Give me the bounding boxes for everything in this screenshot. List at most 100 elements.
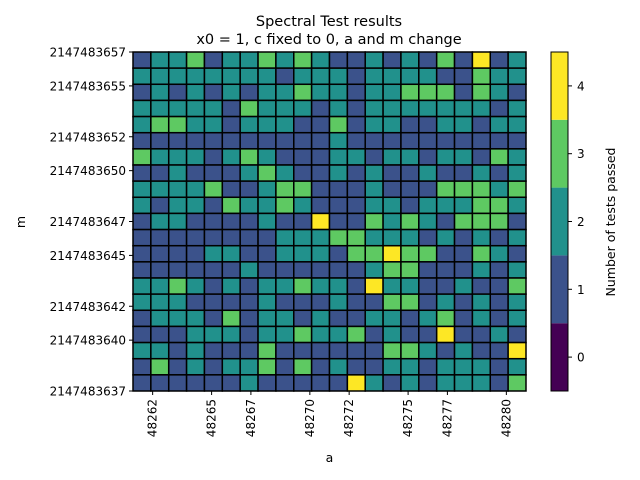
heatmap-cell	[418, 99, 438, 118]
heatmap-cell	[167, 244, 188, 263]
heatmap-cell	[167, 325, 188, 344]
heatmap-cell	[453, 180, 474, 199]
heatmap-cell	[364, 180, 384, 199]
heatmap-cell	[150, 374, 170, 392]
heatmap-cell	[167, 131, 188, 150]
heatmap-cell	[185, 180, 206, 199]
heatmap-cell	[293, 261, 313, 279]
heatmap-cell	[418, 51, 438, 69]
heatmap-cell	[453, 83, 474, 102]
heatmap-cell	[453, 325, 474, 344]
heatmap-cell	[364, 51, 384, 69]
heatmap-cell	[132, 115, 152, 134]
heatmap-cell	[293, 277, 313, 295]
heatmap-cell	[346, 309, 366, 328]
heatmap-cell	[328, 309, 349, 328]
heatmap-cell	[257, 374, 277, 392]
heatmap-cell	[185, 277, 206, 295]
heatmap-cell	[346, 196, 366, 215]
heatmap-cell	[310, 51, 331, 69]
heatmap-cell	[132, 99, 152, 118]
heatmap-cell	[167, 293, 188, 312]
heatmap-cell	[203, 261, 224, 279]
heatmap-cell	[435, 196, 456, 215]
heatmap-cell	[435, 261, 456, 279]
heatmap-cell	[221, 374, 241, 392]
heatmap-cell	[453, 261, 474, 279]
heatmap-cell	[418, 357, 438, 376]
heatmap-cell	[167, 374, 188, 392]
heatmap-cell	[257, 148, 277, 166]
heatmap-cell	[507, 131, 527, 150]
heatmap-cell	[310, 131, 331, 150]
heatmap-cell	[167, 180, 188, 199]
heatmap-cell	[257, 115, 277, 134]
heatmap-cell	[489, 341, 509, 360]
heatmap-cell	[239, 148, 259, 166]
heatmap-cell	[364, 309, 384, 328]
heatmap-cell	[382, 196, 402, 215]
heatmap-cell	[382, 228, 402, 247]
y-axis-label: m	[13, 216, 28, 228]
y-axis-ticks: 2147483657 2147483655 2147483652 2147483650…	[50, 46, 133, 399]
heatmap-cell	[150, 293, 170, 312]
heatmap-cell	[400, 180, 420, 199]
heatmap-cell	[471, 51, 492, 69]
heatmap-cell	[167, 261, 188, 279]
heatmap-cell	[293, 67, 313, 86]
heatmap-cell	[507, 277, 527, 295]
heatmap-cell	[489, 196, 509, 215]
heatmap-cell	[382, 341, 402, 360]
heatmap-cell	[382, 83, 402, 102]
heatmap-cell	[364, 67, 384, 86]
heatmap-cell	[275, 115, 295, 134]
heatmap-cell	[132, 228, 152, 247]
heatmap-cell	[453, 212, 474, 231]
heatmap-cell	[328, 67, 349, 86]
heatmap-cell	[203, 277, 224, 295]
colorbar-segment	[551, 119, 568, 188]
heatmap-cell	[328, 277, 349, 295]
heatmap-cell	[132, 341, 152, 360]
heatmap-cell	[150, 131, 170, 150]
heatmap-cell	[221, 67, 241, 86]
heatmap-cell	[400, 212, 420, 231]
heatmap-cell	[453, 67, 474, 86]
heatmap-cell	[203, 374, 224, 392]
heatmap-cell	[418, 244, 438, 263]
heatmap-cell	[507, 212, 527, 231]
heatmap-cell	[132, 148, 152, 166]
heatmap-cell	[382, 148, 402, 166]
colorbar-segment	[551, 52, 568, 120]
heatmap-cell	[489, 325, 509, 344]
heatmap-cell	[453, 357, 474, 376]
heatmap-cell	[418, 309, 438, 328]
heatmap-cell	[310, 374, 331, 392]
heatmap-cell	[346, 261, 366, 279]
heatmap-cell	[167, 212, 188, 231]
heatmap-cell	[435, 325, 456, 344]
heatmap-cell	[507, 99, 527, 118]
heatmap-cell	[150, 228, 170, 247]
heatmap-cell	[310, 212, 331, 231]
heatmap-cell	[310, 357, 331, 376]
heatmap-cell	[328, 228, 349, 247]
heatmap-cell	[328, 148, 349, 166]
heatmap-cell	[221, 180, 241, 199]
heatmap-cell	[471, 325, 492, 344]
heatmap-cell	[185, 115, 206, 134]
heatmap-cell	[257, 212, 277, 231]
y-tick-label: 2147483640	[50, 334, 126, 348]
heatmap-cell	[382, 357, 402, 376]
heatmap-cell	[382, 325, 402, 344]
heatmap-cell	[435, 164, 456, 182]
heatmap-cell	[435, 244, 456, 263]
heatmap-cell	[257, 67, 277, 86]
heatmap-cell	[364, 131, 384, 150]
heatmap-cell	[453, 99, 474, 118]
heatmap-cell	[418, 341, 438, 360]
heatmap-cell	[400, 51, 420, 69]
heatmap-cell	[471, 83, 492, 102]
heatmap-cell	[221, 51, 241, 69]
